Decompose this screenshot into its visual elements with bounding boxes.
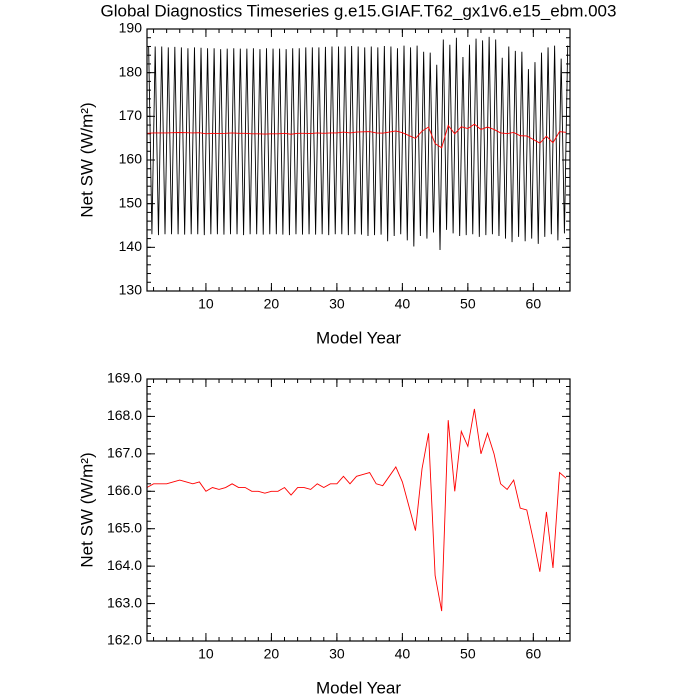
x-tick-label: 40	[395, 296, 411, 312]
y-tick-label: 165.0	[107, 519, 142, 535]
series-line	[146, 123, 567, 149]
x-tick-label: 10	[198, 646, 214, 662]
series-line	[148, 36, 569, 250]
x-axis-title: Model Year	[316, 678, 401, 697]
y-tick-label: 166.0	[107, 482, 142, 498]
x-axis-title: Model Year	[316, 328, 401, 347]
y-tick-label: 180	[119, 63, 143, 79]
y-tick-label: 170	[119, 107, 143, 123]
y-tick-label: 160	[119, 151, 143, 167]
y-tick-label: 168.0	[107, 407, 142, 423]
y-tick-label: 162.0	[107, 632, 142, 648]
y-axis-title: Net SW (W/m²)	[77, 452, 96, 567]
x-tick-label: 60	[526, 646, 542, 662]
x-tick-label: 30	[329, 296, 345, 312]
y-tick-label: 164.0	[107, 557, 142, 573]
x-tick-label: 20	[264, 646, 280, 662]
y-tick-label: 130	[119, 282, 143, 298]
x-tick-label: 20	[264, 296, 280, 312]
y-tick-label: 169.0	[107, 370, 142, 386]
chart-title: Global Diagnostics Timeseries g.e15.GIAF…	[101, 1, 617, 20]
y-axis-title: Net SW (W/m²)	[77, 102, 96, 217]
y-tick-label: 163.0	[107, 594, 142, 610]
y-tick-label: 140	[119, 238, 143, 254]
x-tick-label: 50	[460, 296, 476, 312]
series-line	[146, 408, 567, 612]
y-tick-label: 167.0	[107, 445, 142, 461]
plot-frame	[146, 28, 571, 292]
x-tick-label: 40	[395, 646, 411, 662]
x-tick-label: 50	[460, 646, 476, 662]
x-tick-label: 60	[526, 296, 542, 312]
plot-frame	[146, 378, 571, 642]
y-tick-label: 150	[119, 194, 143, 210]
x-tick-label: 30	[329, 646, 345, 662]
y-tick-label: 190	[119, 20, 143, 36]
x-tick-label: 10	[198, 296, 214, 312]
